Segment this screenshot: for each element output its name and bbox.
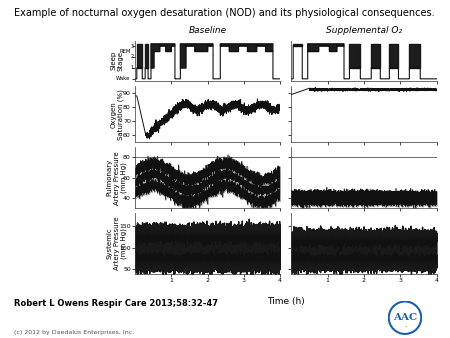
Text: Wake: Wake	[116, 76, 130, 81]
Text: 3: 3	[130, 44, 134, 49]
Text: ·: ·	[404, 324, 406, 330]
Text: Supplemental O₂: Supplemental O₂	[326, 26, 402, 35]
Text: Sleep
Stage: Sleep Stage	[111, 51, 123, 71]
Text: Systemic
Artery Pressure
(mm Hg): Systemic Artery Pressure (mm Hg)	[107, 217, 127, 270]
Text: REM: REM	[119, 49, 130, 54]
Text: Example of nocturnal oxygen desaturation (NOD) and its physiological consequence: Example of nocturnal oxygen desaturation…	[14, 8, 434, 19]
Text: Baseline: Baseline	[189, 26, 227, 35]
Text: Oxygen
Saturation (%): Oxygen Saturation (%)	[110, 89, 124, 140]
Text: AAC: AAC	[393, 313, 417, 321]
Text: Time (h): Time (h)	[267, 297, 305, 307]
Text: 2: 2	[130, 54, 134, 59]
Text: Robert L Owens Respir Care 2013;58:32-47: Robert L Owens Respir Care 2013;58:32-47	[14, 299, 217, 308]
Text: Pulmonary
Artery Pressure
(mm Hg): Pulmonary Artery Pressure (mm Hg)	[107, 151, 127, 204]
Text: 1: 1	[130, 65, 134, 70]
Text: (c) 2012 by Daedalus Enterprises, Inc.: (c) 2012 by Daedalus Enterprises, Inc.	[14, 330, 134, 335]
